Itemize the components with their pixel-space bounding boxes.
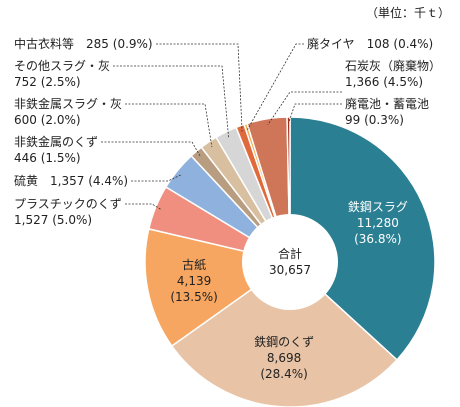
- slice-value: 285: [86, 37, 109, 51]
- leader-line-10: [267, 91, 342, 126]
- slice-value-percent: 446 (1.5%): [14, 150, 98, 166]
- slice-value: 4,139: [176, 273, 212, 288]
- slice-value-percent: 1,527 (5.0%): [14, 212, 122, 228]
- slice-name: 非鉄金属スラグ・灰: [14, 97, 123, 111]
- slice-label-nonferrous-scrap: 非鉄金属のくず 446 (1.5%): [14, 134, 98, 166]
- slice-name-value: 中古衣料等 285 (0.9%): [14, 36, 153, 52]
- slice-name: 廃電池・蓄電池: [345, 97, 430, 111]
- slice-name: その他スラグ・灰: [14, 59, 111, 73]
- leader-lines: [101, 43, 342, 210]
- leader-line-5: [101, 141, 201, 157]
- slice-name: 硫黄: [14, 174, 39, 188]
- slice-value: 1,366: [345, 75, 380, 89]
- leader-line-7: [113, 65, 229, 138]
- slice-value-percent: 99 (0.3%): [345, 112, 429, 128]
- slice-value-percent: 752 (2.5%): [14, 74, 110, 90]
- slice-percent: (13.5%): [170, 289, 218, 304]
- slice-name: プラスチックのくず: [14, 197, 122, 211]
- slice-value: 108: [366, 37, 390, 51]
- slice-percent: (2.0%): [40, 113, 81, 127]
- slice-label-batteries: 廃電池・蓄電池 99 (0.3%): [345, 96, 429, 128]
- slice-name: 非鉄金属のくず: [14, 135, 99, 149]
- slice-name: 古紙: [182, 257, 207, 272]
- slice-name: 鉄鋼のくず: [254, 334, 315, 349]
- slice-name-value: 廃タイヤ 108 (0.4%): [307, 36, 433, 52]
- slice-percent: (4.5%): [383, 75, 424, 89]
- slice-value-percent: 1,366 (4.5%): [345, 74, 441, 90]
- slice-label-nonferrous-slag: 非鉄金属スラグ・灰 600 (2.0%): [14, 96, 122, 128]
- slice-value: 752: [14, 75, 37, 89]
- center-total-label: 合計: [277, 247, 302, 261]
- leader-line-9: [247, 43, 304, 130]
- slice-label-waste-paper: 古紙 4,139 (13.5%): [170, 257, 217, 305]
- slice-percent: (36.8%): [354, 232, 402, 247]
- slice-name: 鉄鋼スラグ: [347, 200, 408, 215]
- leader-line-3: [125, 203, 162, 210]
- center-total-value: 30,657: [269, 263, 311, 277]
- leader-line-6: [125, 103, 213, 148]
- slice-percent: (0.4%): [393, 37, 434, 51]
- slice-0: [289, 116, 436, 361]
- slice-label-plastic-waste: プラスチックのくず 1,527 (5.0%): [14, 196, 122, 228]
- slice-percent: (1.5%): [40, 151, 81, 165]
- slice-value: 8,698: [266, 350, 302, 365]
- slice-percent: (28.4%): [260, 366, 308, 381]
- slice-label-other-slag: その他スラグ・灰 752 (2.5%): [14, 58, 110, 90]
- slice-name-value: 硫黄 1,357 (4.4%): [14, 173, 128, 189]
- center-total: 合計 30,657: [269, 246, 311, 278]
- slice-value: 1,527: [14, 213, 49, 227]
- slice-percent: (4.4%): [88, 174, 129, 188]
- slice-label-waste-tires: 廃タイヤ 108 (0.4%): [307, 36, 433, 52]
- slice-value: 446: [14, 151, 37, 165]
- slice-value: 1,357: [50, 174, 85, 188]
- slice-label-steel-scrap: 鉄鋼のくず 8,698 (28.4%): [254, 334, 314, 382]
- leader-line-8: [156, 43, 243, 132]
- slice-percent: (2.5%): [40, 75, 81, 89]
- slice-value: 99: [345, 113, 361, 127]
- slice-value: 600: [14, 113, 37, 127]
- slice-value-percent: 600 (2.0%): [14, 112, 122, 128]
- donut-hole: [242, 214, 338, 310]
- slice-percent: (0.9%): [112, 37, 153, 51]
- leader-line-11: [288, 103, 342, 124]
- slice-label-used-clothing: 中古衣料等 285 (0.9%): [14, 36, 153, 52]
- slice-percent: (0.3%): [364, 113, 404, 127]
- slice-name: 石炭灰（廃棄物）: [345, 59, 442, 73]
- slice-label-sulfur: 硫黄 1,357 (4.4%): [14, 173, 128, 189]
- slice-value: 11,280: [356, 216, 399, 231]
- slice-percent: (5.0%): [52, 213, 93, 227]
- unit-label: （単位：千ｔ）: [365, 6, 450, 20]
- slice-label-steel-slag: 鉄鋼スラグ 11,280 (36.8%): [348, 199, 408, 247]
- leader-line-4: [131, 173, 183, 182]
- slice-name: 中古衣料等: [14, 37, 75, 51]
- slice-name: 廃タイヤ: [307, 37, 355, 51]
- slice-label-coal-ash: 石炭灰（廃棄物） 1,366 (4.5%): [345, 58, 441, 90]
